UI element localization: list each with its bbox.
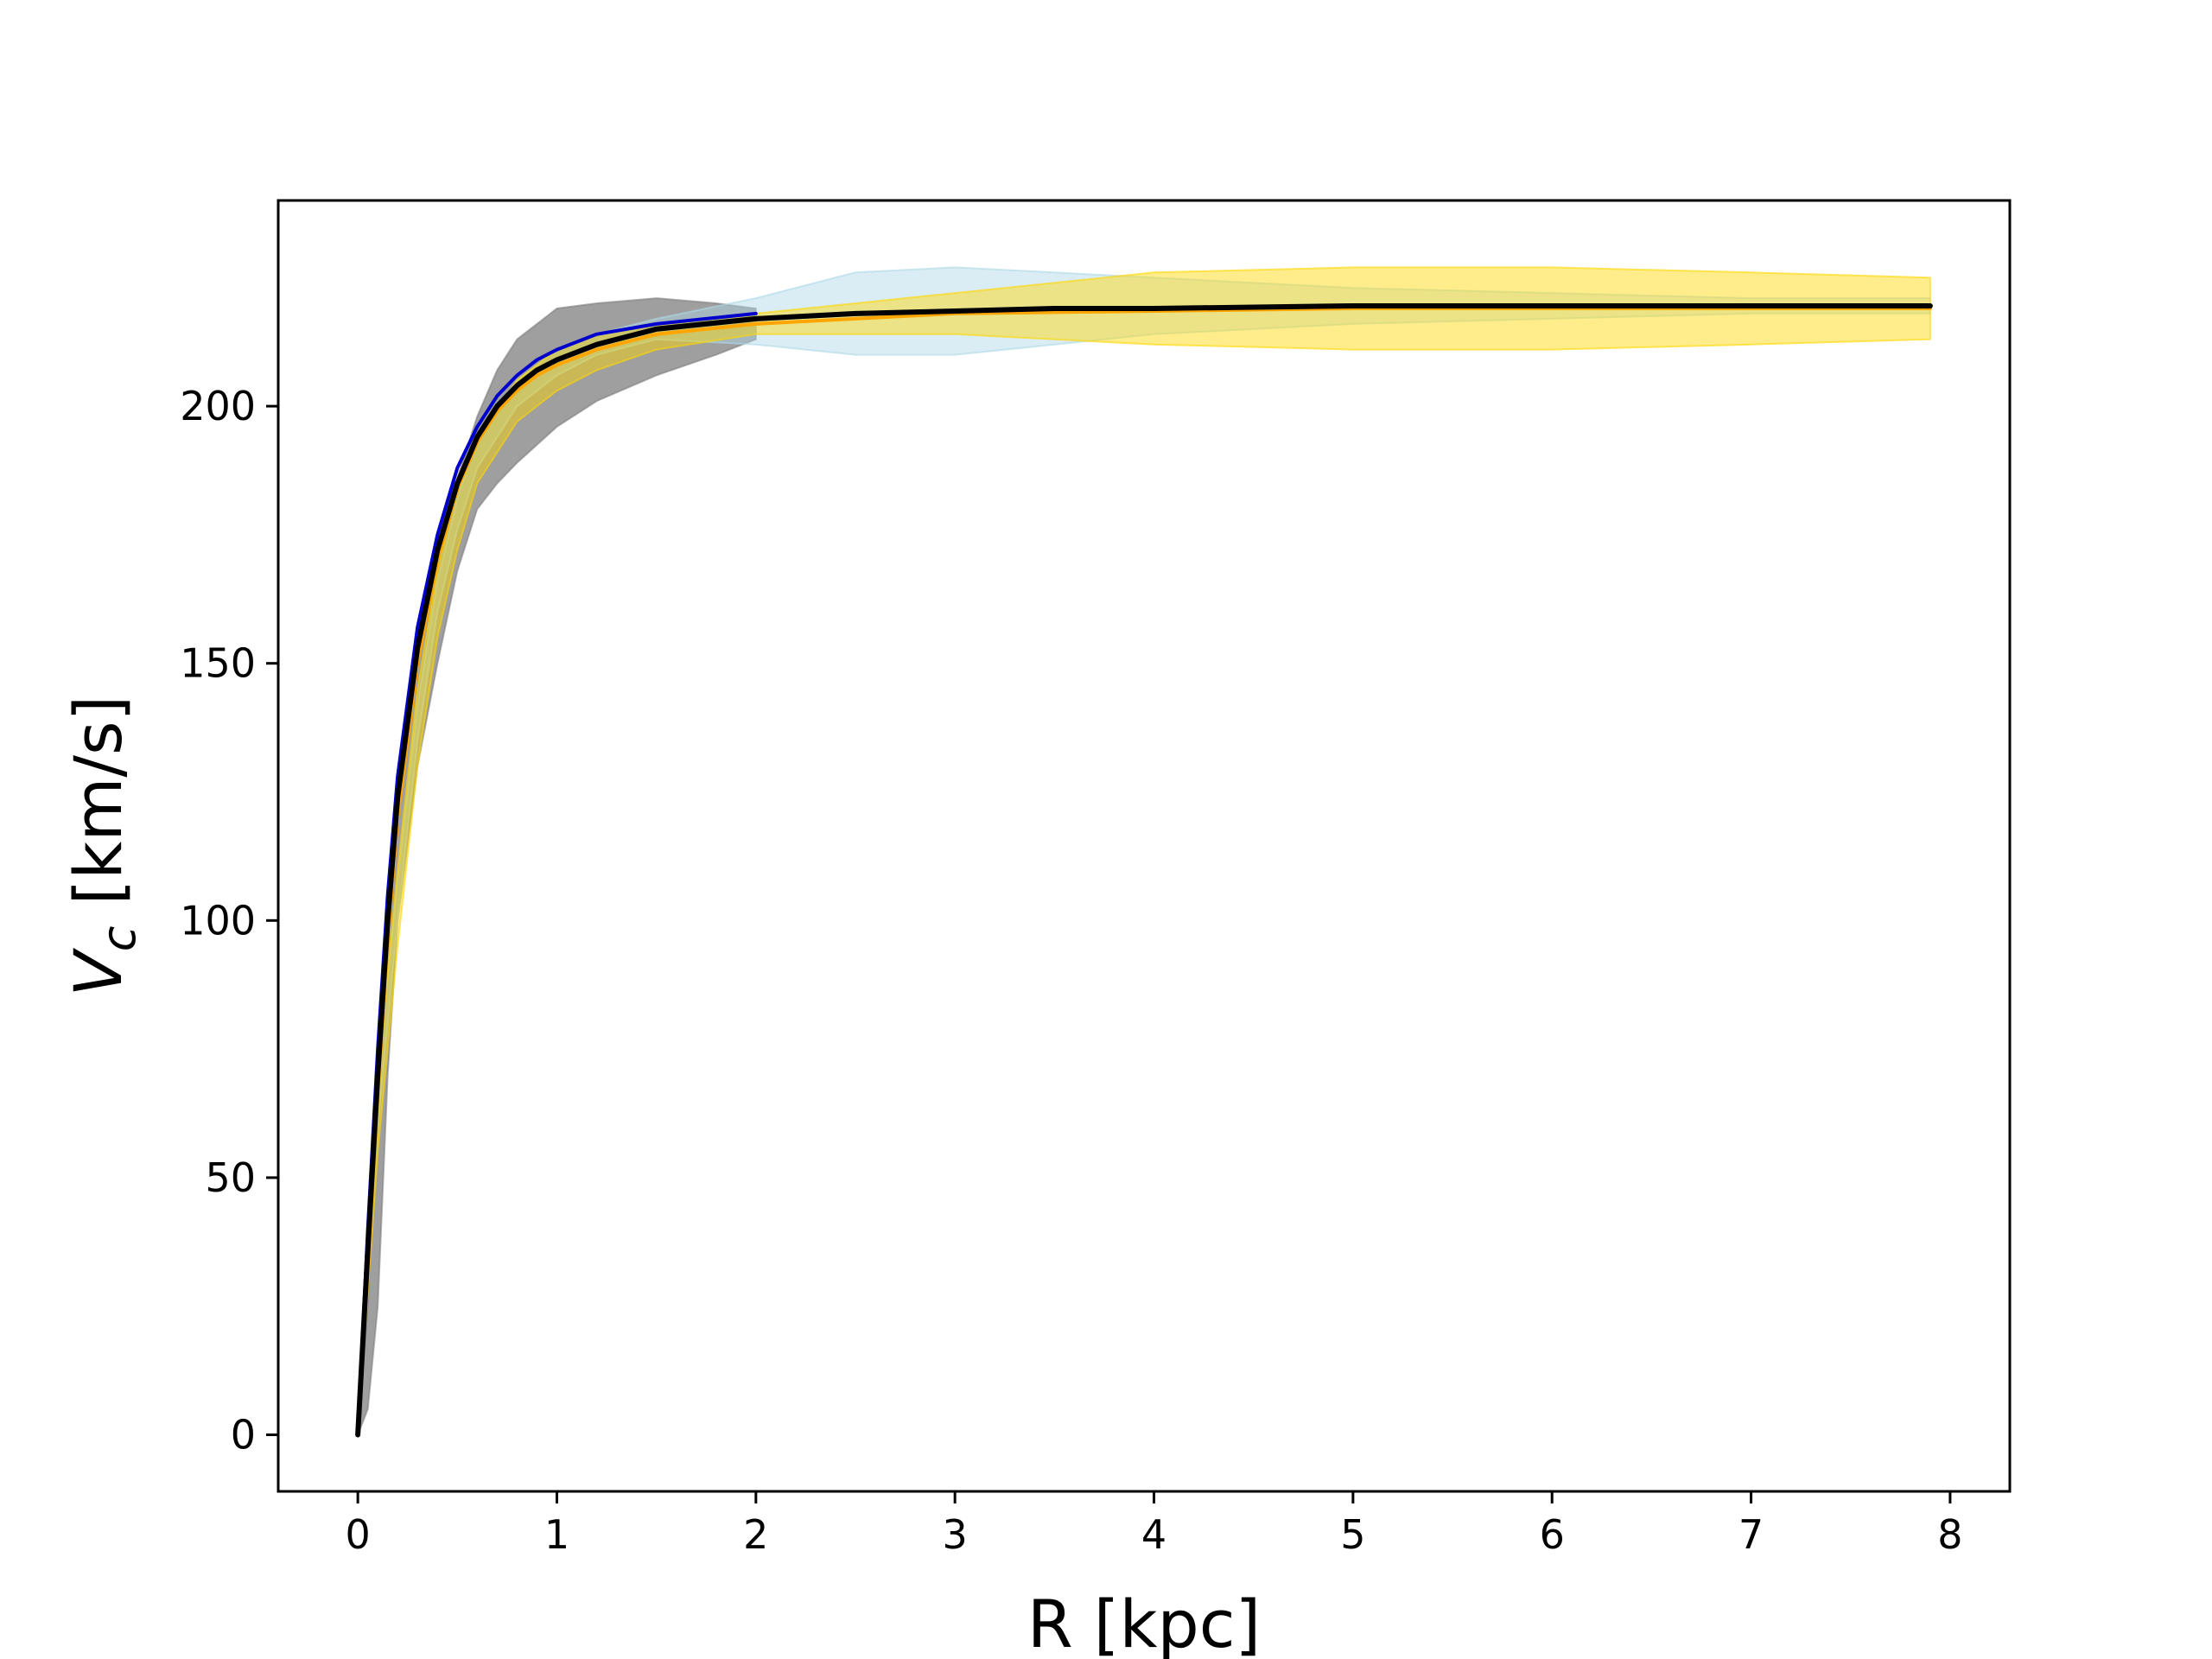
x-axis-label: R [kpc] xyxy=(1027,1586,1261,1659)
axes-frame xyxy=(276,199,2012,1493)
series-line-black xyxy=(355,303,1933,1438)
x-tick-label: 6 xyxy=(1540,1511,1565,1558)
y-axis-label: Vc [km/s] xyxy=(60,696,146,996)
x-tick-label: 2 xyxy=(743,1511,768,1558)
x-tick-label: 8 xyxy=(1937,1511,1962,1558)
x-tick-label: 3 xyxy=(943,1511,968,1558)
x-axis-ticks: 0 1 2 3 4 5 6 7 8 xyxy=(345,1491,1963,1558)
y-axis-label-subscript: c xyxy=(92,926,146,952)
y-tick-label: 50 xyxy=(205,1154,256,1201)
y-axis-label-unit: [km/s] xyxy=(60,696,137,926)
y-axis-ticks: 0 50 100 150 200 xyxy=(180,383,278,1459)
y-axis-label-symbol: V xyxy=(60,947,137,996)
plot-area xyxy=(355,266,1933,1438)
y-tick-label: 100 xyxy=(180,897,256,944)
y-tick-label: 150 xyxy=(180,640,256,687)
x-tick-label: 7 xyxy=(1738,1511,1764,1558)
x-tick-label: 5 xyxy=(1340,1511,1365,1558)
y-tick-label: 200 xyxy=(180,383,256,429)
x-tick-label: 0 xyxy=(345,1511,370,1558)
y-tick-label: 0 xyxy=(231,1412,256,1459)
x-tick-label: 1 xyxy=(544,1511,569,1558)
x-tick-label: 4 xyxy=(1141,1511,1166,1558)
